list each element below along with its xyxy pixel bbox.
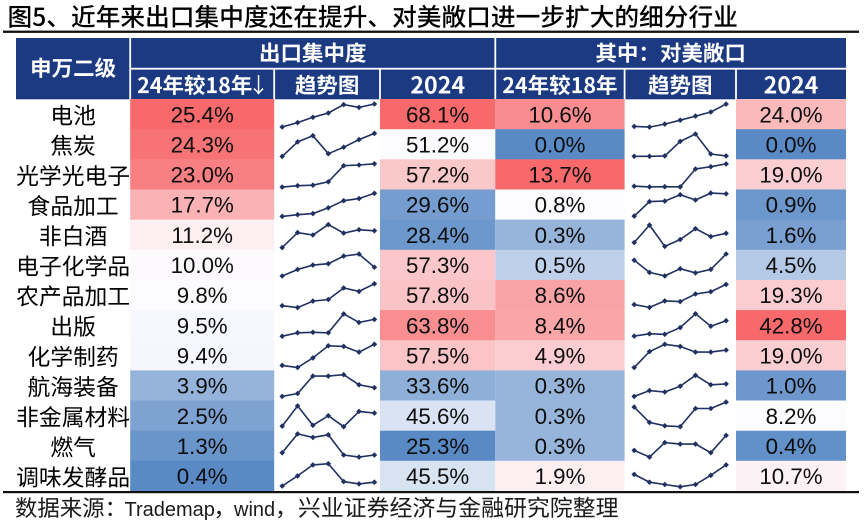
svg-text:13.7%: 13.7% [528, 163, 591, 188]
svg-text:11.2%: 11.2% [171, 223, 233, 248]
svg-text:4.5%: 4.5% [766, 253, 817, 278]
svg-text:0.3%: 0.3% [535, 223, 586, 248]
svg-text:24.0%: 24.0% [759, 102, 822, 127]
svg-text:0.3%: 0.3% [535, 404, 586, 429]
svg-text:0.3%: 0.3% [535, 434, 586, 459]
svg-text:33.6%: 33.6% [406, 374, 469, 399]
svg-text:45.6%: 45.6% [406, 404, 469, 429]
svg-text:57.8%: 57.8% [406, 283, 469, 308]
svg-text:23.0%: 23.0% [171, 163, 234, 188]
svg-text:63.8%: 63.8% [406, 313, 469, 338]
svg-text:3.9%: 3.9% [177, 374, 228, 399]
svg-text:8.6%: 8.6% [535, 283, 586, 308]
svg-text:1.6%: 1.6% [766, 223, 817, 248]
svg-text:0.9%: 0.9% [766, 193, 817, 218]
svg-text:0.8%: 0.8% [535, 193, 586, 218]
svg-text:Trademap: Trademap [125, 499, 215, 521]
svg-text:0.5%: 0.5% [535, 253, 586, 278]
svg-text:19.3%: 19.3% [759, 283, 822, 308]
svg-text:9.8%: 9.8% [177, 283, 228, 308]
svg-text:45.5%: 45.5% [406, 464, 469, 489]
svg-text:0.3%: 0.3% [535, 374, 586, 399]
svg-text:0.0%: 0.0% [766, 132, 817, 157]
svg-text:1.3%: 1.3% [177, 434, 228, 459]
svg-text:0.4%: 0.4% [177, 464, 228, 489]
svg-text:42.8%: 42.8% [759, 313, 822, 338]
svg-text:4.9%: 4.9% [535, 344, 586, 369]
svg-text:51.2%: 51.2% [406, 132, 469, 157]
svg-text:1.9%: 1.9% [535, 464, 586, 489]
svg-text:8.4%: 8.4% [535, 313, 586, 338]
svg-text:57.5%: 57.5% [406, 344, 469, 369]
svg-text:17.7%: 17.7% [171, 193, 234, 218]
svg-text:19.0%: 19.0% [759, 344, 822, 369]
svg-text:57.2%: 57.2% [406, 163, 469, 188]
svg-text:wind: wind [233, 499, 275, 521]
svg-text:10.6%: 10.6% [528, 102, 591, 127]
svg-text:10.0%: 10.0% [171, 253, 234, 278]
svg-text:8.2%: 8.2% [766, 404, 817, 429]
svg-text:2.5%: 2.5% [177, 404, 228, 429]
svg-text:25.3%: 25.3% [406, 434, 469, 459]
svg-text:9.5%: 9.5% [177, 313, 228, 338]
svg-text:19.0%: 19.0% [759, 163, 822, 188]
svg-text:9.4%: 9.4% [177, 344, 228, 369]
svg-text:29.6%: 29.6% [406, 193, 469, 218]
svg-text:68.1%: 68.1% [406, 102, 469, 127]
svg-text:25.4%: 25.4% [171, 102, 234, 127]
svg-text:0.0%: 0.0% [535, 132, 586, 157]
svg-text:24.3%: 24.3% [171, 132, 234, 157]
svg-text:10.7%: 10.7% [759, 464, 822, 489]
svg-text:0.4%: 0.4% [766, 434, 817, 459]
svg-text:57.3%: 57.3% [406, 253, 469, 278]
svg-text:1.0%: 1.0% [766, 374, 817, 399]
svg-text:28.4%: 28.4% [406, 223, 469, 248]
